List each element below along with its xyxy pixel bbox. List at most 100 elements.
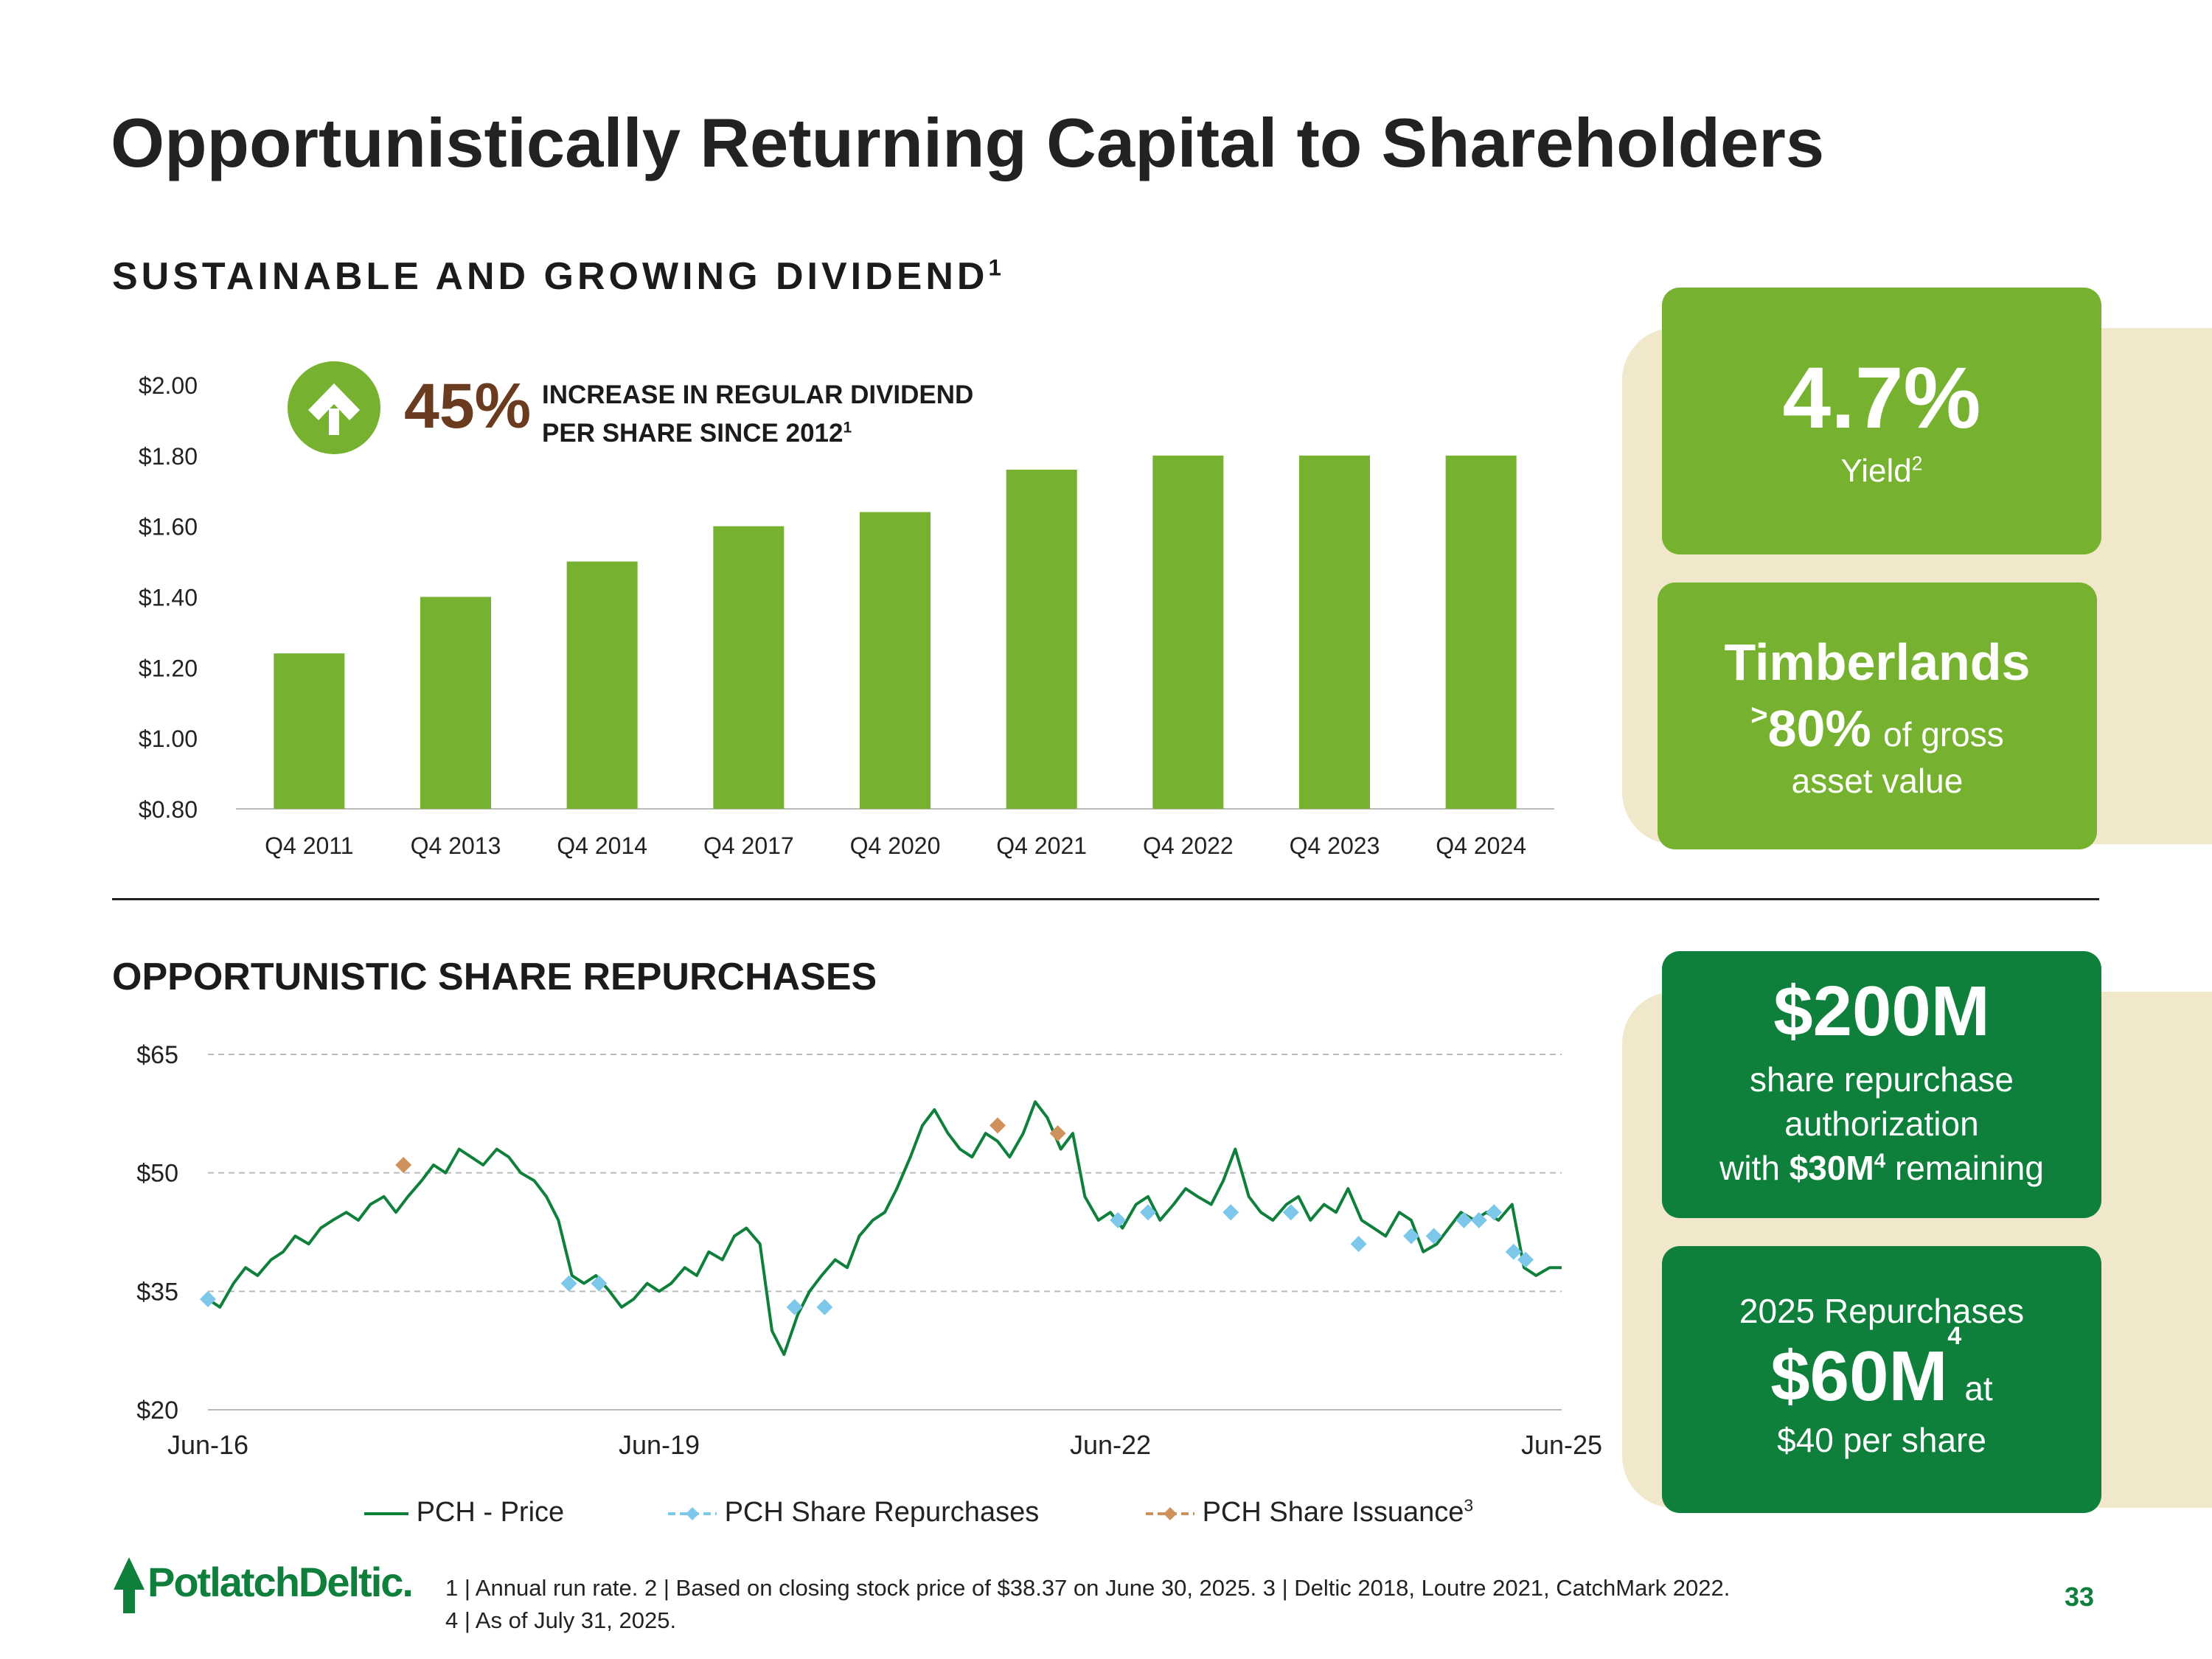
y-tick-label: $1.80 xyxy=(139,443,198,470)
y-tick-label: $0.80 xyxy=(139,796,198,823)
repurchase-marker xyxy=(1110,1211,1127,1228)
x-tick-label: Q4 2020 xyxy=(850,832,941,859)
y-tick-label: $1.40 xyxy=(139,585,198,611)
x-tick-label: Q4 2024 xyxy=(1436,832,1526,859)
repurchase-marker xyxy=(1222,1204,1239,1221)
dividend-heading-sup: 1 xyxy=(988,254,1005,281)
bar xyxy=(713,526,785,809)
price-series-line xyxy=(206,1100,1562,1356)
section-divider xyxy=(112,898,2099,900)
authorization-line2: authorization xyxy=(1784,1105,1979,1143)
footnote-line2: 4 | As of July 31, 2025. xyxy=(445,1607,677,1633)
repurchase-marker xyxy=(1517,1251,1534,1268)
bar xyxy=(420,597,491,809)
legend-repurchases: PCH Share Repurchases xyxy=(668,1497,1039,1528)
repurchases-2025-sup: 4 xyxy=(1947,1322,1962,1350)
legend-price-label: PCH - Price xyxy=(416,1497,565,1528)
y-tick-label: $35 xyxy=(136,1278,178,1306)
issuance-marker xyxy=(990,1117,1006,1134)
x-tick-label: Jun-22 xyxy=(1070,1430,1151,1460)
x-tick-label: Q4 2023 xyxy=(1290,832,1380,859)
x-tick-label: Q4 2014 xyxy=(557,832,647,859)
timberlands-suffix: of gross xyxy=(1883,715,2004,754)
repurchase-marker xyxy=(1486,1204,1503,1221)
repurchase-marker xyxy=(816,1298,833,1315)
footnotes: 1 | Annual run rate. 2 | Based on closin… xyxy=(445,1572,1730,1637)
badge-sup: 1 xyxy=(843,419,852,437)
x-tick-label: Q4 2013 xyxy=(411,832,501,859)
timberlands-title: Timberlands xyxy=(1724,633,2031,691)
dividend-increase-percent: 45% xyxy=(404,371,532,442)
yield-label-wrap: Yield2 xyxy=(1662,453,2101,490)
timberlands-card: Timberlands >80% of gross asset value xyxy=(1658,582,2097,849)
issuance-marker xyxy=(1049,1125,1066,1142)
bar xyxy=(1299,455,1370,809)
dividend-heading-text: SUSTAINABLE AND GROWING DIVIDEND xyxy=(112,255,989,298)
dividend-increase-text: INCREASE IN REGULAR DIVIDEND PER SHARE S… xyxy=(542,376,973,453)
authorization-line1: share repurchase xyxy=(1750,1060,2014,1099)
legend-repurchases-label: PCH Share Repurchases xyxy=(724,1497,1040,1528)
bar xyxy=(566,561,638,809)
dividend-bar-chart: $0.80 $1.00 $1.20 $1.40 $1.60 $1.80 $2.00 Q4 20… xyxy=(139,372,1554,859)
y-tick-label: $65 xyxy=(136,1041,178,1069)
x-tick-label: Q4 2011 xyxy=(265,832,353,859)
y-tick-label: $20 xyxy=(136,1397,178,1425)
legend-issuance-label: PCH Share Issuance xyxy=(1202,1497,1464,1528)
bar xyxy=(1006,470,1077,809)
repurchase-marker xyxy=(1282,1204,1299,1221)
repurchase-marker xyxy=(1350,1236,1367,1253)
legend-diamond-blue-icon xyxy=(668,1506,717,1520)
x-tick-label: Q4 2022 xyxy=(1143,832,1234,859)
legend-issuance: PCH Share Issuance3 xyxy=(1146,1497,1473,1528)
repurchase-marker xyxy=(786,1298,803,1315)
company-logo: PotlatchDeltic. xyxy=(111,1556,414,1615)
yield-sup: 2 xyxy=(1911,452,1923,475)
badge-line2: PER SHARE SINCE 2012 xyxy=(542,419,844,448)
page-number: 33 xyxy=(2065,1582,2095,1612)
bar xyxy=(1445,455,1517,809)
repurchase-marker xyxy=(1505,1243,1522,1260)
x-tick-label: Q4 2021 xyxy=(996,832,1087,859)
bar xyxy=(1152,455,1224,809)
repurchases-2025-at: at xyxy=(1964,1369,1993,1408)
timberlands-prefix: > xyxy=(1750,699,1768,731)
authorization-card: $200M share repurchase authorization wit… xyxy=(1662,951,2101,1218)
yield-label: Yield xyxy=(1840,453,1912,489)
repurchases-2025-card: 2025 Repurchases $60M4at $40 per share xyxy=(1662,1246,2101,1513)
legend-line-icon xyxy=(364,1512,408,1515)
footnote-line1: 1 | Annual run rate. 2 | Based on closin… xyxy=(445,1575,1731,1601)
y-tick-label: $1.60 xyxy=(139,514,198,540)
repurchase-marker xyxy=(1140,1204,1156,1221)
x-tick-label: Jun-16 xyxy=(167,1430,248,1460)
repurchases-2025-value-line: $60M4at xyxy=(1662,1324,2101,1417)
repurchase-marker xyxy=(1403,1228,1419,1245)
yield-value: 4.7% xyxy=(1782,349,1981,447)
legend-price: PCH - Price xyxy=(364,1497,564,1528)
authorization-value: $200M xyxy=(1773,972,1990,1051)
share-price-line-chart: $20 $35 $50 $65 Jun-16 Jun-19 Jun-22 Jun-25 xyxy=(136,1041,1602,1460)
dividend-section-heading: SUSTAINABLE AND GROWING DIVIDEND1 xyxy=(112,254,1005,299)
y-tick-label: $2.00 xyxy=(139,372,198,399)
timberlands-line2: asset value xyxy=(1791,762,1964,800)
repurchase-marker xyxy=(560,1275,577,1292)
bar xyxy=(860,512,931,809)
repurchases-2025-line1: 2025 Repurchases xyxy=(1739,1292,2025,1330)
legend-diamond-orange-icon xyxy=(1146,1506,1194,1520)
bar xyxy=(274,653,345,809)
timberlands-value: 80% xyxy=(1767,700,1871,757)
repurchase-marker xyxy=(1425,1228,1442,1245)
repurchase-marker xyxy=(1455,1211,1472,1228)
y-tick-label: $50 xyxy=(136,1160,178,1188)
y-tick-label: $1.00 xyxy=(139,726,198,752)
authorization-line3-pre: with xyxy=(1719,1149,1790,1187)
badge-line2-wrap: PER SHARE SINCE 20121 xyxy=(542,414,973,453)
repurchases-2025-line3: $40 per share xyxy=(1777,1421,1986,1459)
logo-text: PotlatchDeltic. xyxy=(147,1558,414,1605)
repurchase-section-heading: OPPORTUNISTIC SHARE REPURCHASES xyxy=(112,956,877,998)
authorization-line3-sup: 4 xyxy=(1874,1149,1886,1172)
y-tick-label: $1.20 xyxy=(139,655,198,681)
issuance-marker xyxy=(395,1156,412,1173)
authorization-line3: with $30M4 remaining xyxy=(1662,1146,2101,1190)
timberlands-value-line: >80% of gross xyxy=(1658,699,2097,758)
authorization-line3-post: remaining xyxy=(1885,1149,2044,1187)
